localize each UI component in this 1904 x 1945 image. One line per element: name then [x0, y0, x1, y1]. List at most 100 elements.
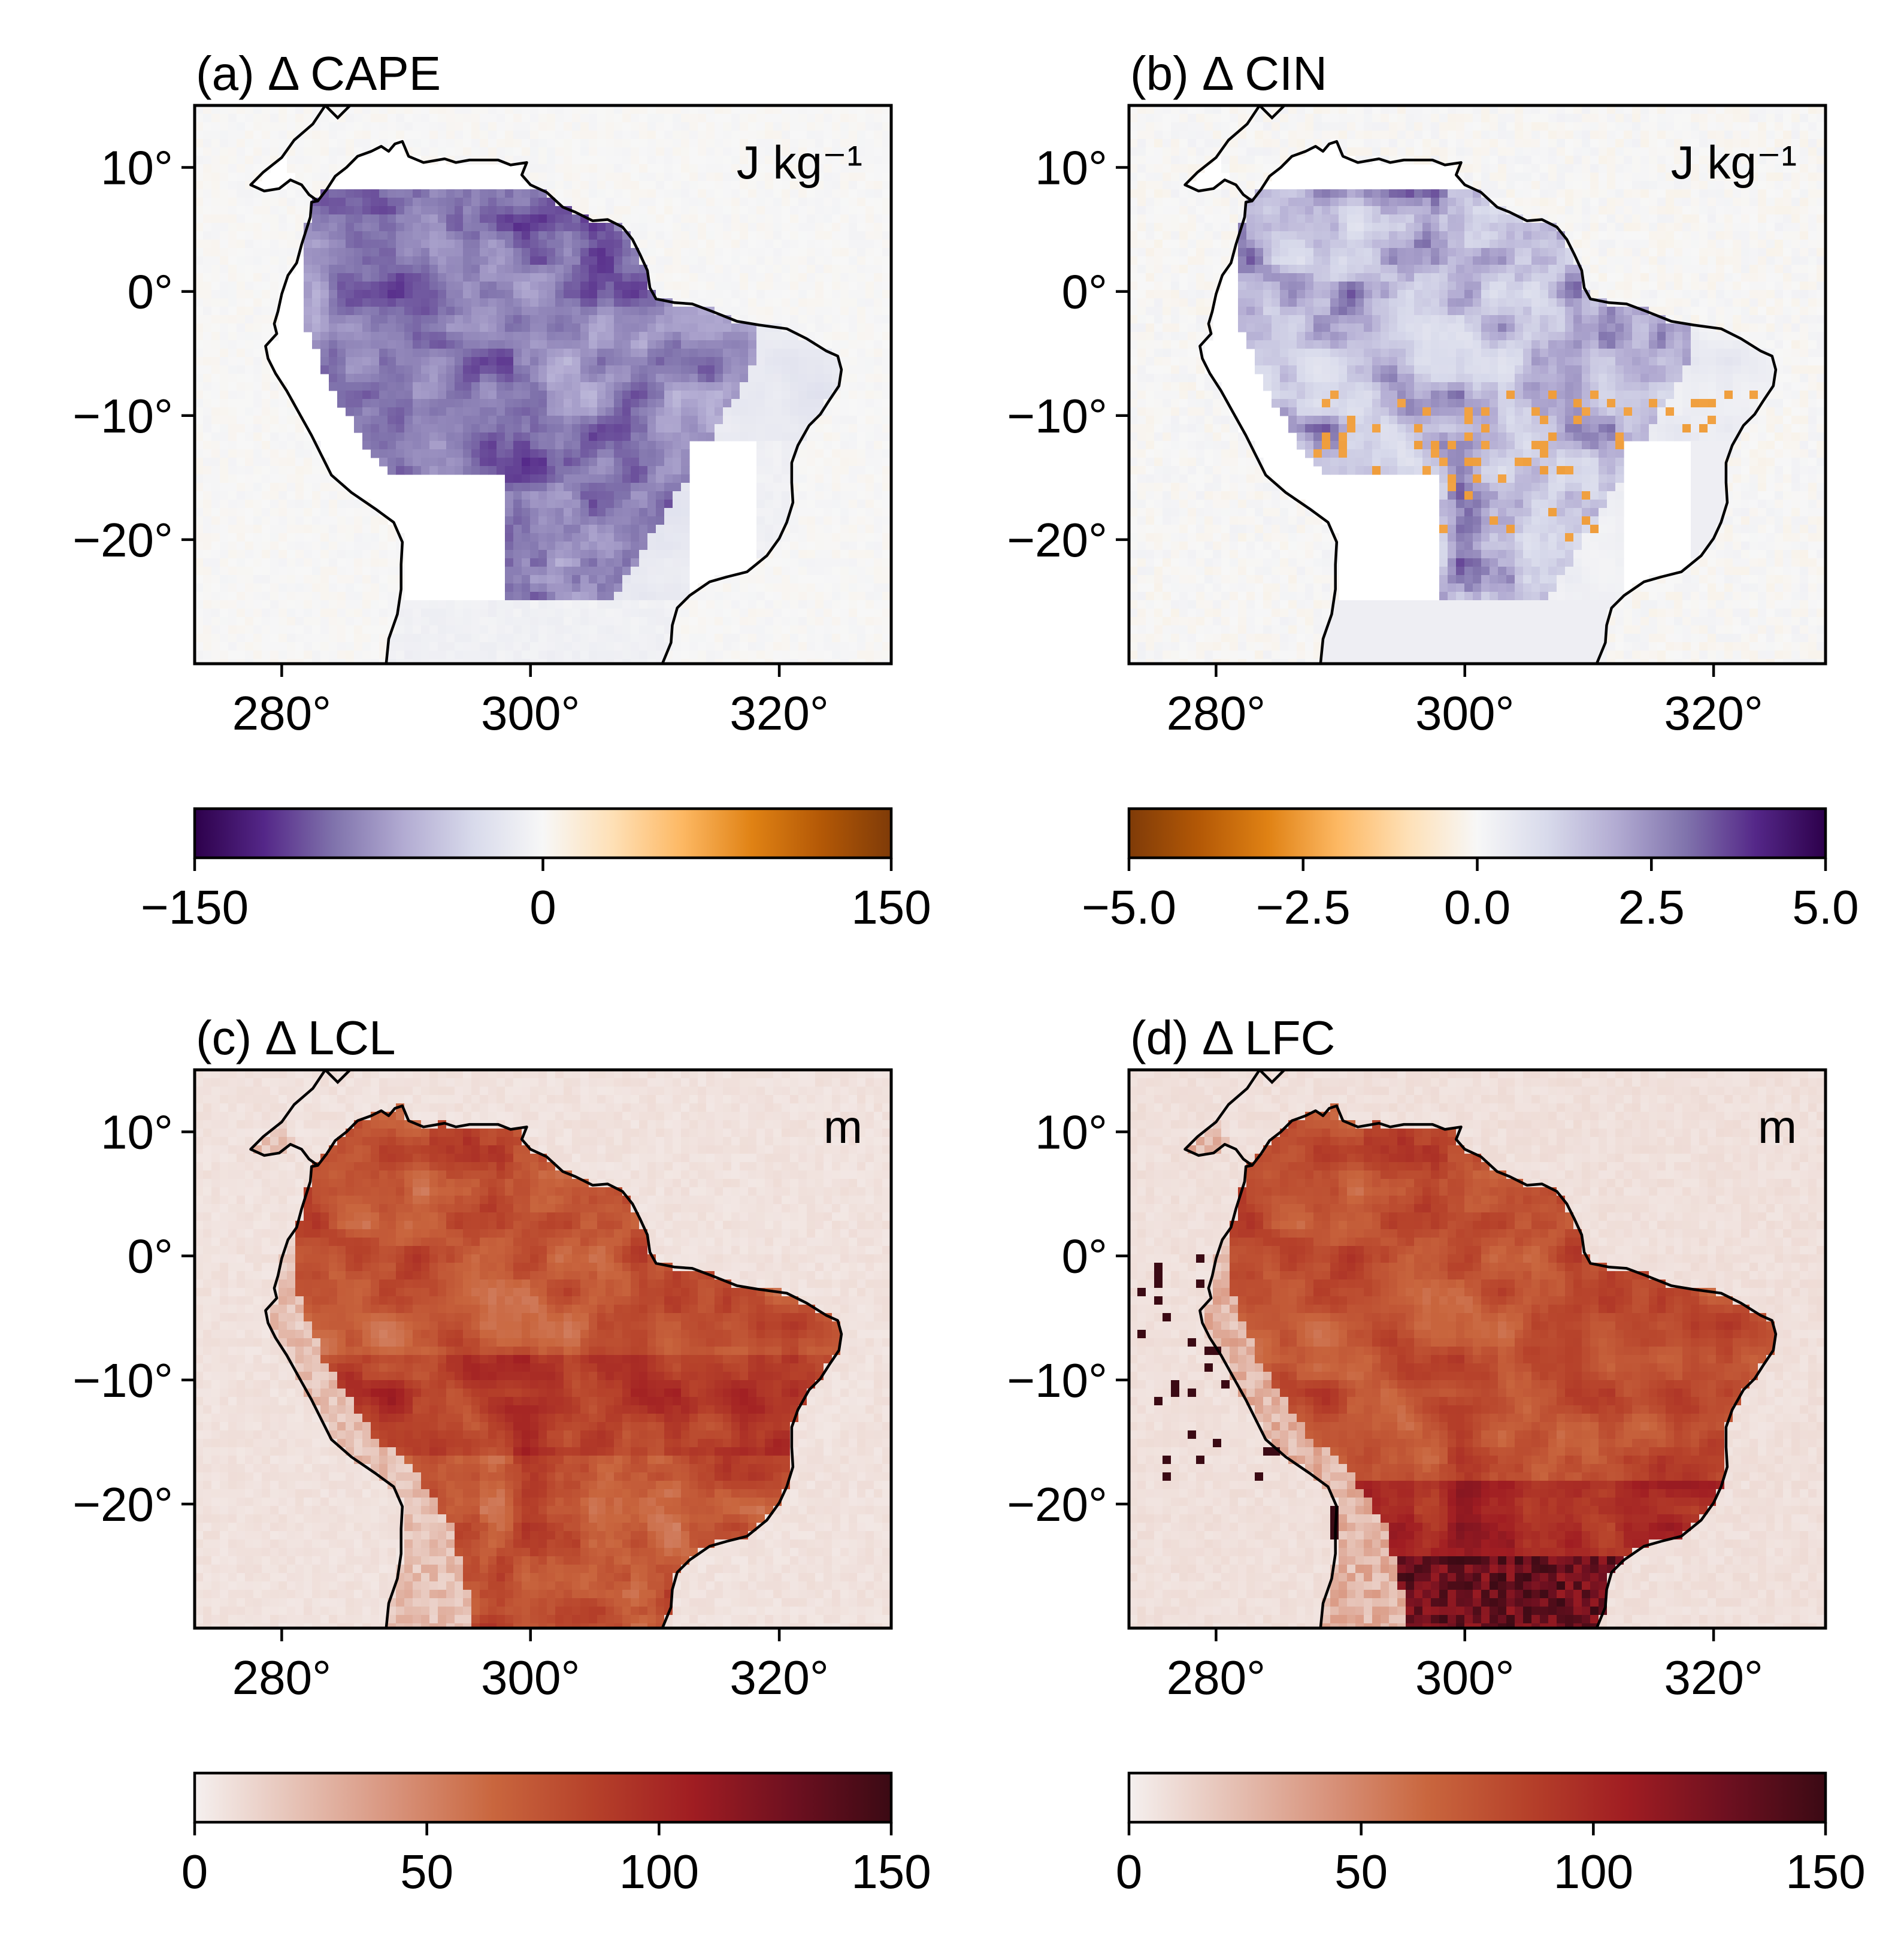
grid-cell	[572, 256, 581, 265]
grid-cell	[463, 114, 472, 123]
grid-cell	[606, 651, 615, 660]
grid-cell	[673, 156, 682, 165]
grid-cell	[203, 332, 212, 341]
grid-cell	[564, 332, 573, 341]
grid-cell	[572, 550, 581, 559]
grid-cell	[463, 617, 472, 626]
grid-cell	[647, 642, 656, 651]
grid-cell	[195, 592, 204, 601]
grid-cell	[706, 416, 715, 425]
grid-cell	[337, 567, 346, 576]
grid-cell	[228, 231, 237, 240]
grid-cell	[555, 323, 564, 332]
grid-cell	[253, 600, 262, 609]
grid-cell	[555, 508, 564, 517]
grid-cell	[253, 189, 262, 198]
grid-cell	[840, 173, 849, 182]
grid-cell	[882, 583, 891, 592]
grid-cell	[773, 550, 782, 559]
grid-cell	[681, 206, 690, 215]
grid-cell	[681, 449, 690, 458]
grid-cell	[807, 198, 816, 207]
grid-cell	[673, 508, 682, 517]
grid-cell	[220, 441, 229, 450]
grid-cell	[681, 550, 690, 559]
grid-cell	[471, 307, 480, 316]
grid-cell	[756, 131, 765, 140]
grid-cell	[857, 491, 866, 500]
grid-cell	[287, 525, 296, 534]
grid-cell	[471, 407, 480, 416]
grid-cell	[740, 105, 749, 114]
grid-cell	[748, 240, 757, 249]
grid-cell	[320, 114, 329, 123]
grid-cell	[807, 256, 816, 265]
grid-cell	[740, 609, 749, 618]
grid-cell	[245, 290, 254, 299]
grid-cell	[731, 231, 740, 240]
grid-cell	[740, 181, 749, 190]
grid-cell	[748, 248, 757, 257]
grid-cell	[438, 198, 447, 207]
grid-cell	[865, 382, 874, 391]
grid-cell	[857, 198, 866, 207]
grid-cell	[346, 248, 355, 257]
grid-cell	[698, 181, 707, 190]
grid-cell	[882, 332, 891, 341]
grid-cell	[497, 273, 505, 282]
grid-cell	[798, 307, 807, 316]
grid-cell	[748, 282, 757, 291]
grid-cell	[782, 307, 791, 316]
grid-cell	[438, 223, 447, 232]
grid-cell	[647, 248, 656, 257]
grid-cell	[195, 659, 204, 664]
grid-cell	[715, 147, 724, 156]
grid-cell	[555, 617, 564, 626]
grid-cell	[849, 382, 858, 391]
grid-cell	[664, 307, 673, 316]
grid-cell	[497, 147, 505, 156]
grid-cell	[782, 357, 791, 366]
grid-cell	[438, 617, 447, 626]
grid-cell	[505, 256, 514, 265]
grid-cell	[555, 365, 564, 374]
grid-cell	[421, 265, 430, 274]
grid-cell	[195, 223, 204, 232]
grid-cell	[723, 105, 732, 114]
grid-cell	[773, 131, 782, 140]
grid-cell	[706, 105, 715, 114]
grid-cell	[614, 516, 623, 525]
grid-cell	[262, 282, 271, 291]
grid-cell	[555, 533, 564, 542]
grid-cell	[580, 432, 589, 441]
grid-cell	[211, 416, 220, 425]
grid-cell	[882, 156, 891, 165]
grid-cell	[882, 323, 891, 332]
grid-cell	[329, 231, 338, 240]
grid-cell	[228, 617, 237, 626]
grid-cell	[337, 542, 346, 550]
grid-cell	[807, 542, 816, 550]
grid-cell	[815, 525, 824, 534]
grid-cell	[798, 542, 807, 550]
grid-cell	[429, 625, 438, 634]
grid-cell	[740, 592, 749, 601]
grid-cell	[874, 214, 883, 223]
grid-cell	[354, 600, 363, 609]
grid-cell	[505, 323, 514, 332]
grid-cell	[522, 432, 531, 441]
grid-cell	[723, 349, 732, 358]
grid-cell	[706, 139, 715, 148]
grid-cell	[253, 558, 262, 567]
grid-cell	[597, 248, 606, 257]
grid-cell	[874, 508, 883, 517]
grid-cell	[237, 164, 246, 173]
grid-cell	[832, 567, 841, 576]
grid-cell	[354, 298, 363, 307]
grid-cell	[639, 491, 648, 500]
grid-cell	[480, 449, 489, 458]
grid-cell	[849, 416, 858, 425]
grid-cell	[547, 441, 556, 450]
grid-cell	[706, 349, 715, 358]
grid-cell	[346, 131, 355, 140]
